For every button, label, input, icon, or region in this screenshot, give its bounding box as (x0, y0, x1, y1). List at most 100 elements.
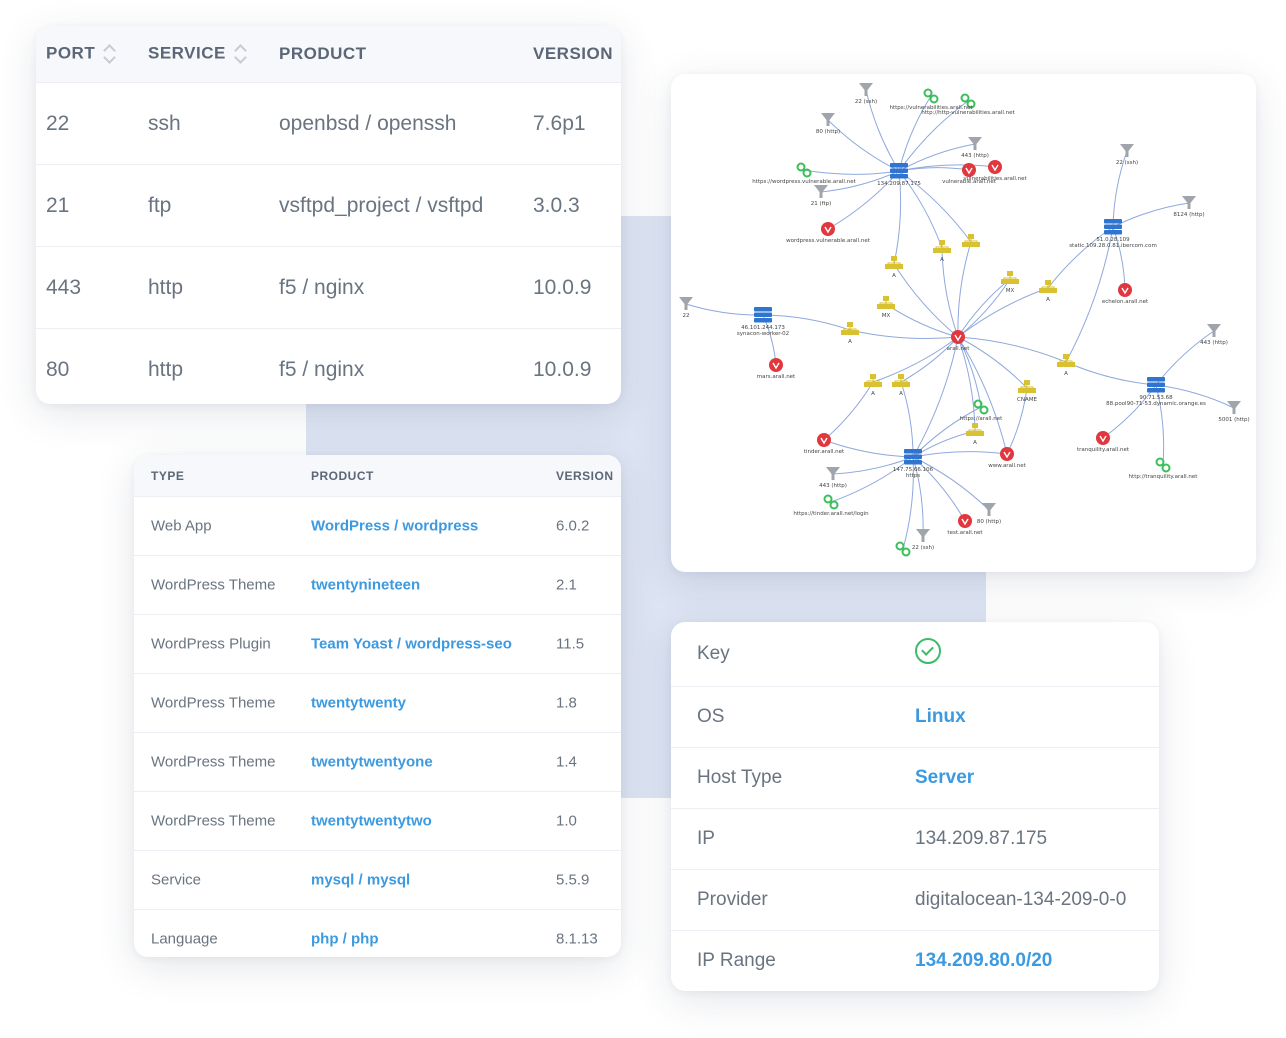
product-link[interactable]: php / php (311, 930, 379, 948)
vulnerability-icon[interactable] (958, 514, 972, 528)
link-icon[interactable] (823, 494, 839, 510)
sort-icon[interactable] (235, 43, 247, 65)
graph-edge (1065, 226, 1114, 363)
port-filter-icon[interactable] (859, 83, 873, 96)
port-filter-icon[interactable] (916, 529, 930, 542)
graph-node-label: A (899, 391, 903, 397)
service-cell: ssh (148, 111, 181, 135)
port-filter-icon[interactable] (814, 185, 828, 198)
vulnerability-icon[interactable] (951, 330, 965, 344)
product-link[interactable]: twentytwenty (311, 694, 407, 712)
graph-node-label: 22 (ssh) (1116, 160, 1138, 166)
link-icon[interactable] (923, 88, 939, 104)
service-column-header[interactable]: SERVICE (148, 43, 247, 65)
product-column-header: PRODUCT (279, 44, 367, 63)
port-filter-icon[interactable] (826, 467, 840, 480)
graph-node-label: tinder.arall.net (804, 449, 845, 455)
port-cell: 443 (46, 275, 82, 299)
port-column-header[interactable]: PORT (46, 43, 116, 65)
product-link[interactable]: WordPress / wordpress (311, 517, 479, 535)
dns-record-icon[interactable] (962, 234, 980, 247)
graph-edge (941, 247, 959, 338)
vulnerability-icon[interactable] (1000, 447, 1014, 461)
link-icon[interactable] (973, 399, 989, 415)
link-icon[interactable] (960, 93, 976, 109)
graph-edge (912, 336, 959, 458)
graph-edge (830, 456, 914, 503)
vulnerability-icon[interactable] (962, 163, 976, 177)
dns-record-icon[interactable] (1039, 280, 1057, 293)
dns-record-icon[interactable] (933, 240, 951, 253)
provider-label: Provider (697, 889, 768, 910)
graph-node-label: synacon-worker-02 (737, 331, 789, 337)
link-icon[interactable] (895, 541, 911, 557)
dns-record-icon[interactable] (966, 423, 984, 436)
link-icon[interactable] (1155, 457, 1171, 473)
server-icon[interactable] (890, 163, 908, 179)
dns-record-icon[interactable] (1001, 271, 1019, 284)
graph-node-label: 90.71.53.68 (1139, 395, 1173, 401)
graph-node-label: 88.pool90-71-53.dynamic.orange.es (1106, 401, 1206, 407)
technologies-table-header: TYPE PRODUCT VERSION (134, 455, 621, 496)
graph-edge (1102, 384, 1157, 439)
link-icon[interactable] (796, 162, 812, 178)
server-icon[interactable] (1147, 377, 1165, 393)
network-graph[interactable]: arall.net 134.209.87.175 46.101.244.173syn… (671, 74, 1256, 572)
port-filter-icon[interactable] (1120, 144, 1134, 157)
port-filter-icon[interactable] (1207, 324, 1221, 337)
graph-node-label: A (871, 391, 875, 397)
ports-table: PORT SERVICE PRODUCT VERSION 22 ssh open… (36, 26, 621, 404)
graph-node-label: 80 (http) (816, 129, 840, 135)
table-row: 443 http f5 / nginx 10.0.9 (36, 246, 621, 328)
dns-record-icon[interactable] (1057, 354, 1075, 367)
server-icon[interactable] (754, 307, 772, 323)
port-cell: 80 (46, 357, 70, 381)
vulnerability-icon[interactable] (817, 433, 831, 447)
graph-node-label: arall.net (947, 346, 971, 352)
host-type-link[interactable]: Server (915, 767, 975, 788)
graph-edge (1112, 202, 1190, 228)
port-filter-icon[interactable] (1227, 401, 1241, 414)
graph-node-label: mars.arall.net (757, 374, 796, 380)
graph-node-label: 51.0.28.109 (1096, 237, 1130, 243)
graph-nodes (679, 83, 1241, 557)
port-filter-icon[interactable] (821, 113, 835, 126)
graph-node-label: 22 (ssh) (912, 545, 934, 551)
os-label: OS (697, 706, 725, 727)
dns-record-icon[interactable] (1018, 380, 1036, 393)
server-icon[interactable] (1104, 219, 1122, 235)
graph-node-label: https://vulnerabilities.arall.net (889, 105, 973, 111)
ip-label: IP (697, 828, 715, 849)
vulnerability-icon[interactable] (988, 160, 1002, 174)
dns-record-icon[interactable] (885, 256, 903, 269)
dns-record-icon[interactable] (877, 296, 895, 309)
vulnerability-icon[interactable] (1118, 283, 1132, 297)
vulnerability-icon[interactable] (769, 358, 783, 372)
ip-value: 134.209.87.175 (915, 828, 1048, 849)
os-link[interactable]: Linux (915, 706, 966, 727)
type-column-header: TYPE (151, 468, 185, 483)
product-link[interactable]: Team Yoast / wordpress-seo (311, 635, 512, 653)
port-filter-icon[interactable] (968, 137, 982, 150)
vulnerability-icon[interactable] (1096, 431, 1110, 445)
key-label: Key (697, 643, 730, 664)
graph-edge (893, 170, 902, 265)
vulnerability-icon[interactable] (821, 222, 835, 236)
product-link[interactable]: twentytwentyone (311, 753, 433, 771)
graph-node-label: https://tinder.arall.net/login (793, 511, 869, 517)
dns-record-icon[interactable] (864, 374, 882, 387)
sort-icon[interactable] (104, 43, 116, 65)
product-link[interactable]: twentytwentytwo (311, 812, 432, 830)
ip-range-link[interactable]: 134.209.80.0/20 (915, 950, 1053, 971)
port-filter-icon[interactable] (982, 503, 996, 516)
graph-edge (827, 119, 900, 172)
host-info-row-ip-range: IP Range 134.209.80.0/20 (671, 930, 1159, 991)
dns-record-icon[interactable] (841, 322, 859, 335)
table-row: WordPress Theme twentytwenty 1.8 (134, 673, 621, 732)
server-icon[interactable] (904, 449, 922, 465)
product-link[interactable]: twentynineteen (311, 576, 421, 594)
product-link[interactable]: mysql / mysql (311, 871, 411, 889)
dns-record-icon[interactable] (892, 374, 910, 387)
port-filter-icon[interactable] (1182, 196, 1196, 209)
port-filter-icon[interactable] (679, 297, 693, 310)
